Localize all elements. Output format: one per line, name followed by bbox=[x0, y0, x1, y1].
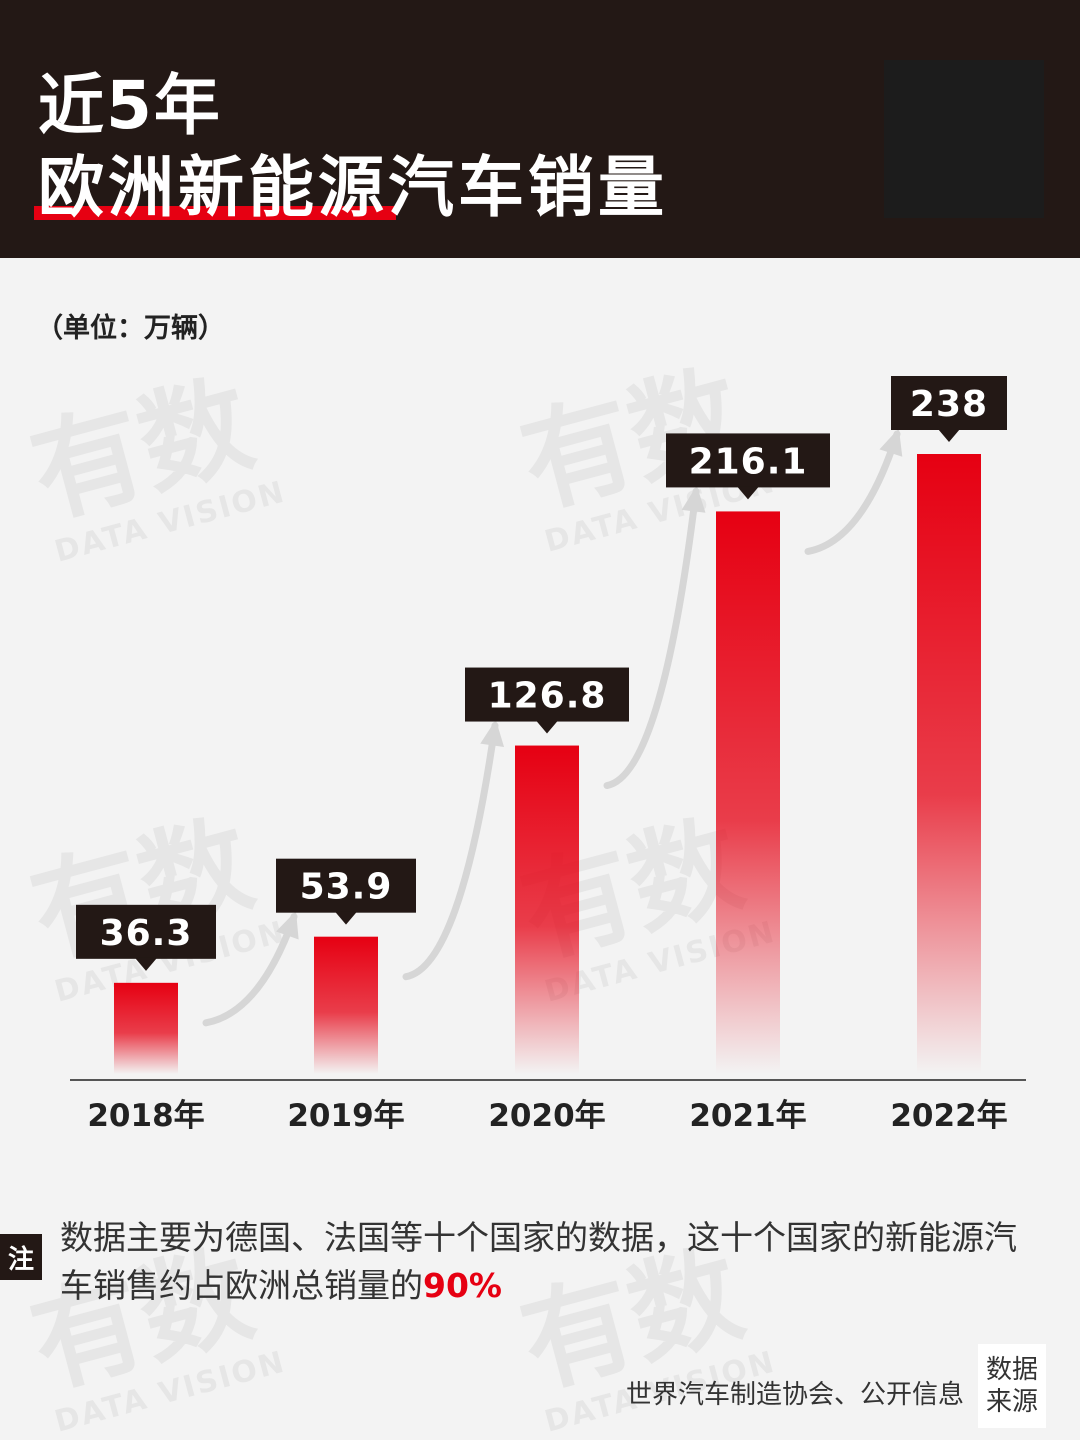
note-text: 数据主要为德国、法国等十个国家的数据，这十个国家的新能源汽车销售约占欧洲总销量的… bbox=[60, 1214, 1020, 1310]
x-tick-label: 2018年 bbox=[87, 1098, 204, 1134]
source-text: 世界汽车制造协会、公开信息 bbox=[625, 1380, 964, 1410]
growth-arrow bbox=[402, 719, 505, 981]
data-label-text: 126.8 bbox=[488, 676, 607, 717]
logo bbox=[884, 60, 1044, 218]
data-label: 216.1 bbox=[666, 433, 830, 500]
x-tick-label: 2021年 bbox=[689, 1098, 806, 1134]
x-tick-label: 2020年 bbox=[488, 1098, 605, 1134]
title-rest: 汽车销量 bbox=[388, 149, 668, 226]
x-tick-label: 2019年 bbox=[287, 1098, 404, 1134]
title-line-2: 欧洲新能源汽车销量 bbox=[38, 148, 668, 228]
data-label-text: 238 bbox=[910, 384, 988, 425]
bar bbox=[314, 936, 378, 1074]
data-label: 238 bbox=[891, 376, 1007, 442]
bar bbox=[917, 454, 981, 1074]
x-tick-label: 2022年 bbox=[890, 1098, 1007, 1134]
growth-arrow bbox=[603, 485, 706, 790]
note-body: 数据主要为德国、法国等十个国家的数据，这十个国家的新能源汽车销售约占欧洲总销量的 bbox=[60, 1218, 1017, 1305]
unit-label: （单位：万辆） bbox=[36, 313, 225, 344]
note-tag: 注 bbox=[0, 1234, 42, 1280]
bar bbox=[114, 982, 178, 1074]
note-highlight: 90% bbox=[423, 1266, 502, 1305]
data-label: 36.3 bbox=[76, 904, 216, 971]
title-line-1: 近5年 bbox=[38, 67, 222, 144]
source-tag-line-2: 来源 bbox=[985, 1387, 1038, 1417]
data-label: 126.8 bbox=[465, 667, 629, 734]
data-label-text: 36.3 bbox=[100, 913, 193, 954]
growth-arrow bbox=[202, 911, 299, 1027]
source-tag: 数据 来源 bbox=[978, 1344, 1046, 1428]
title-highlight: 欧洲新能源 bbox=[38, 149, 388, 226]
data-label-text: 216.1 bbox=[689, 441, 808, 482]
growth-arrow bbox=[804, 428, 903, 555]
data-label-text: 53.9 bbox=[300, 867, 393, 908]
bar bbox=[716, 511, 780, 1075]
source-tag-line-1: 数据 bbox=[985, 1355, 1038, 1385]
bar bbox=[515, 745, 579, 1074]
data-label: 53.9 bbox=[276, 858, 416, 925]
title-underline bbox=[34, 206, 396, 220]
header-banner: 近5年 欧洲新能源汽车销量 bbox=[0, 0, 1080, 258]
